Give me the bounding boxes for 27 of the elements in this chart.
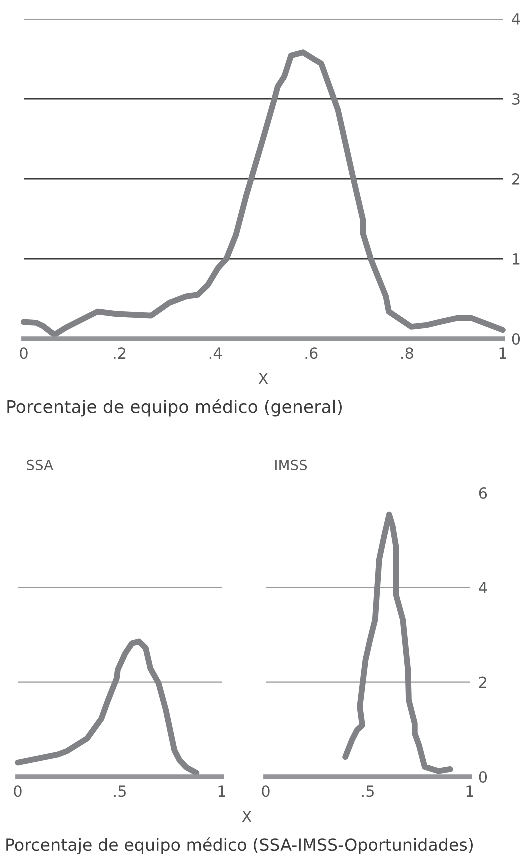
chart-title: IMSS bbox=[276, 460, 308, 470]
x-tick-label: 1 bbox=[500, 348, 506, 359]
y-tick-label: 0 bbox=[479, 771, 488, 784]
y-tick-label: 3 bbox=[512, 93, 520, 106]
x-tick-label: .8 bbox=[402, 348, 414, 360]
x-tick-label: 1 bbox=[466, 786, 474, 797]
x-tick-label: .4 bbox=[210, 348, 222, 359]
x-tick-label: 1 bbox=[218, 786, 226, 797]
chart-title: SSA bbox=[27, 460, 54, 470]
x-tick-label: .5 bbox=[114, 786, 126, 798]
y-tick-label: 1 bbox=[513, 254, 520, 265]
x-axis-title: X bbox=[242, 811, 252, 822]
x-tick-label: .2 bbox=[114, 348, 126, 359]
y-tick-label: 4 bbox=[479, 582, 488, 594]
x-tick-label: 0 bbox=[14, 786, 22, 798]
x-tick-label: 0 bbox=[262, 786, 270, 798]
y-tick-label: 0 bbox=[512, 333, 520, 346]
text: Porcentaje de equipo médico (general) bbox=[8, 399, 342, 417]
y-tick-label: 2 bbox=[512, 173, 520, 185]
x-tick-label: .6 bbox=[306, 348, 318, 360]
y-tick-label: 2 bbox=[479, 676, 487, 688]
x-tick-label: .5 bbox=[362, 786, 374, 798]
x-tick-label: 0 bbox=[20, 348, 28, 360]
y-tick-label: 6 bbox=[479, 487, 488, 500]
text: Porcentaje de equipo médico (SSA-IMSS-Oportunidades) bbox=[6, 838, 473, 854]
y-tick-label: 4 bbox=[512, 14, 520, 25]
x-axis-title: X bbox=[258, 373, 268, 384]
